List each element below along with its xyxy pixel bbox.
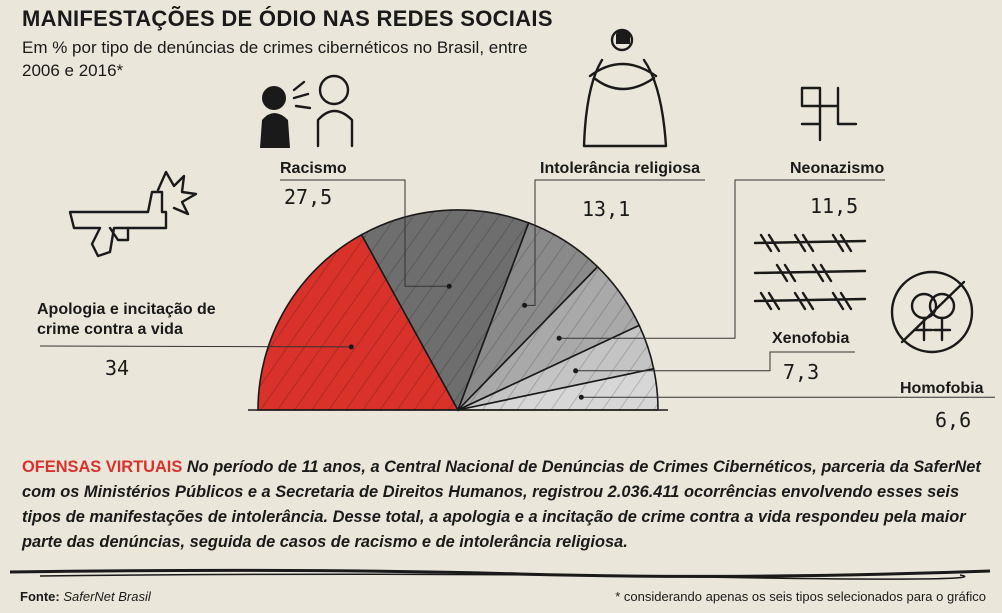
- source-name: SaferNet Brasil: [63, 589, 151, 604]
- slice-texture-intolerancia-religiosa: [458, 222, 598, 410]
- value-apologia: 34: [105, 356, 130, 380]
- label-neonazismo: Neonazismo: [790, 160, 885, 177]
- gun-icon: [68, 170, 198, 258]
- slice-texture-apologia: [258, 234, 458, 410]
- label-homofobia: Homofobia: [900, 380, 984, 397]
- leader-line-racismo: [280, 179, 450, 287]
- half-pie-chart: [39, 28, 995, 412]
- label-xenofobia: Xenofobia: [772, 330, 850, 347]
- leader-line-apologia: [39, 345, 352, 348]
- leader-dot-apologia: [348, 344, 354, 350]
- footnote: * considerando apenas os seis tipos sele…: [615, 589, 986, 604]
- slice-texture-racismo: [361, 209, 529, 410]
- paragraph-lead: OFENSAS VIRTUAIS: [22, 458, 183, 476]
- source-label: Fonte:: [20, 589, 60, 604]
- paragraph-text: No período de 11 anos, a Central Naciona…: [22, 458, 981, 551]
- religious-woman-icon: [582, 28, 668, 148]
- chart-title: MANIFESTAÇÕES DE ÓDIO NAS REDES SOCIAIS: [22, 6, 553, 31]
- leader-dot-homofobia: [578, 394, 584, 400]
- value-neonazismo: 11,5: [810, 194, 859, 218]
- leader-line-neonazismo: [559, 179, 885, 339]
- value-intolerancia-religiosa: 13,1: [582, 197, 631, 221]
- label-intolerancia-religiosa: Intolerância religiosa: [540, 160, 701, 177]
- barbed-wire-icon: [753, 233, 867, 311]
- value-racismo: 27,5: [284, 185, 333, 209]
- description-paragraph: OFENSAS VIRTUAIS No período de 11 anos, …: [22, 455, 992, 555]
- racism-people-icon: [260, 74, 354, 148]
- leader-dot-intolerancia-religiosa: [522, 302, 528, 308]
- slice-texture-xenofobia: [458, 325, 654, 410]
- label-apologia: Apologia e incitação de crime contra a v…: [37, 301, 216, 338]
- chart-subtitle: Em % por tipo de denúncias de crimes cib…: [22, 38, 528, 80]
- slice-texture-neonazismo: [458, 266, 640, 410]
- label-racismo: Racismo: [280, 160, 347, 177]
- leader-dot-neonazismo: [556, 335, 562, 341]
- value-homofobia: 6,6: [935, 408, 972, 432]
- scribble-divider: [9, 568, 991, 580]
- leader-dot-xenofobia: [573, 368, 579, 374]
- source-note: Fonte: SaferNet Brasil: [20, 589, 151, 604]
- leader-dot-racismo: [446, 283, 452, 289]
- leader-line-xenofobia: [575, 351, 855, 372]
- swastika-icon: [800, 86, 858, 142]
- leader-line-intolerancia-religiosa: [524, 179, 705, 306]
- homophobia-symbol-icon: [890, 270, 974, 354]
- value-xenofobia: 7,3: [783, 360, 820, 384]
- slice-texture-homofobia: [458, 368, 658, 410]
